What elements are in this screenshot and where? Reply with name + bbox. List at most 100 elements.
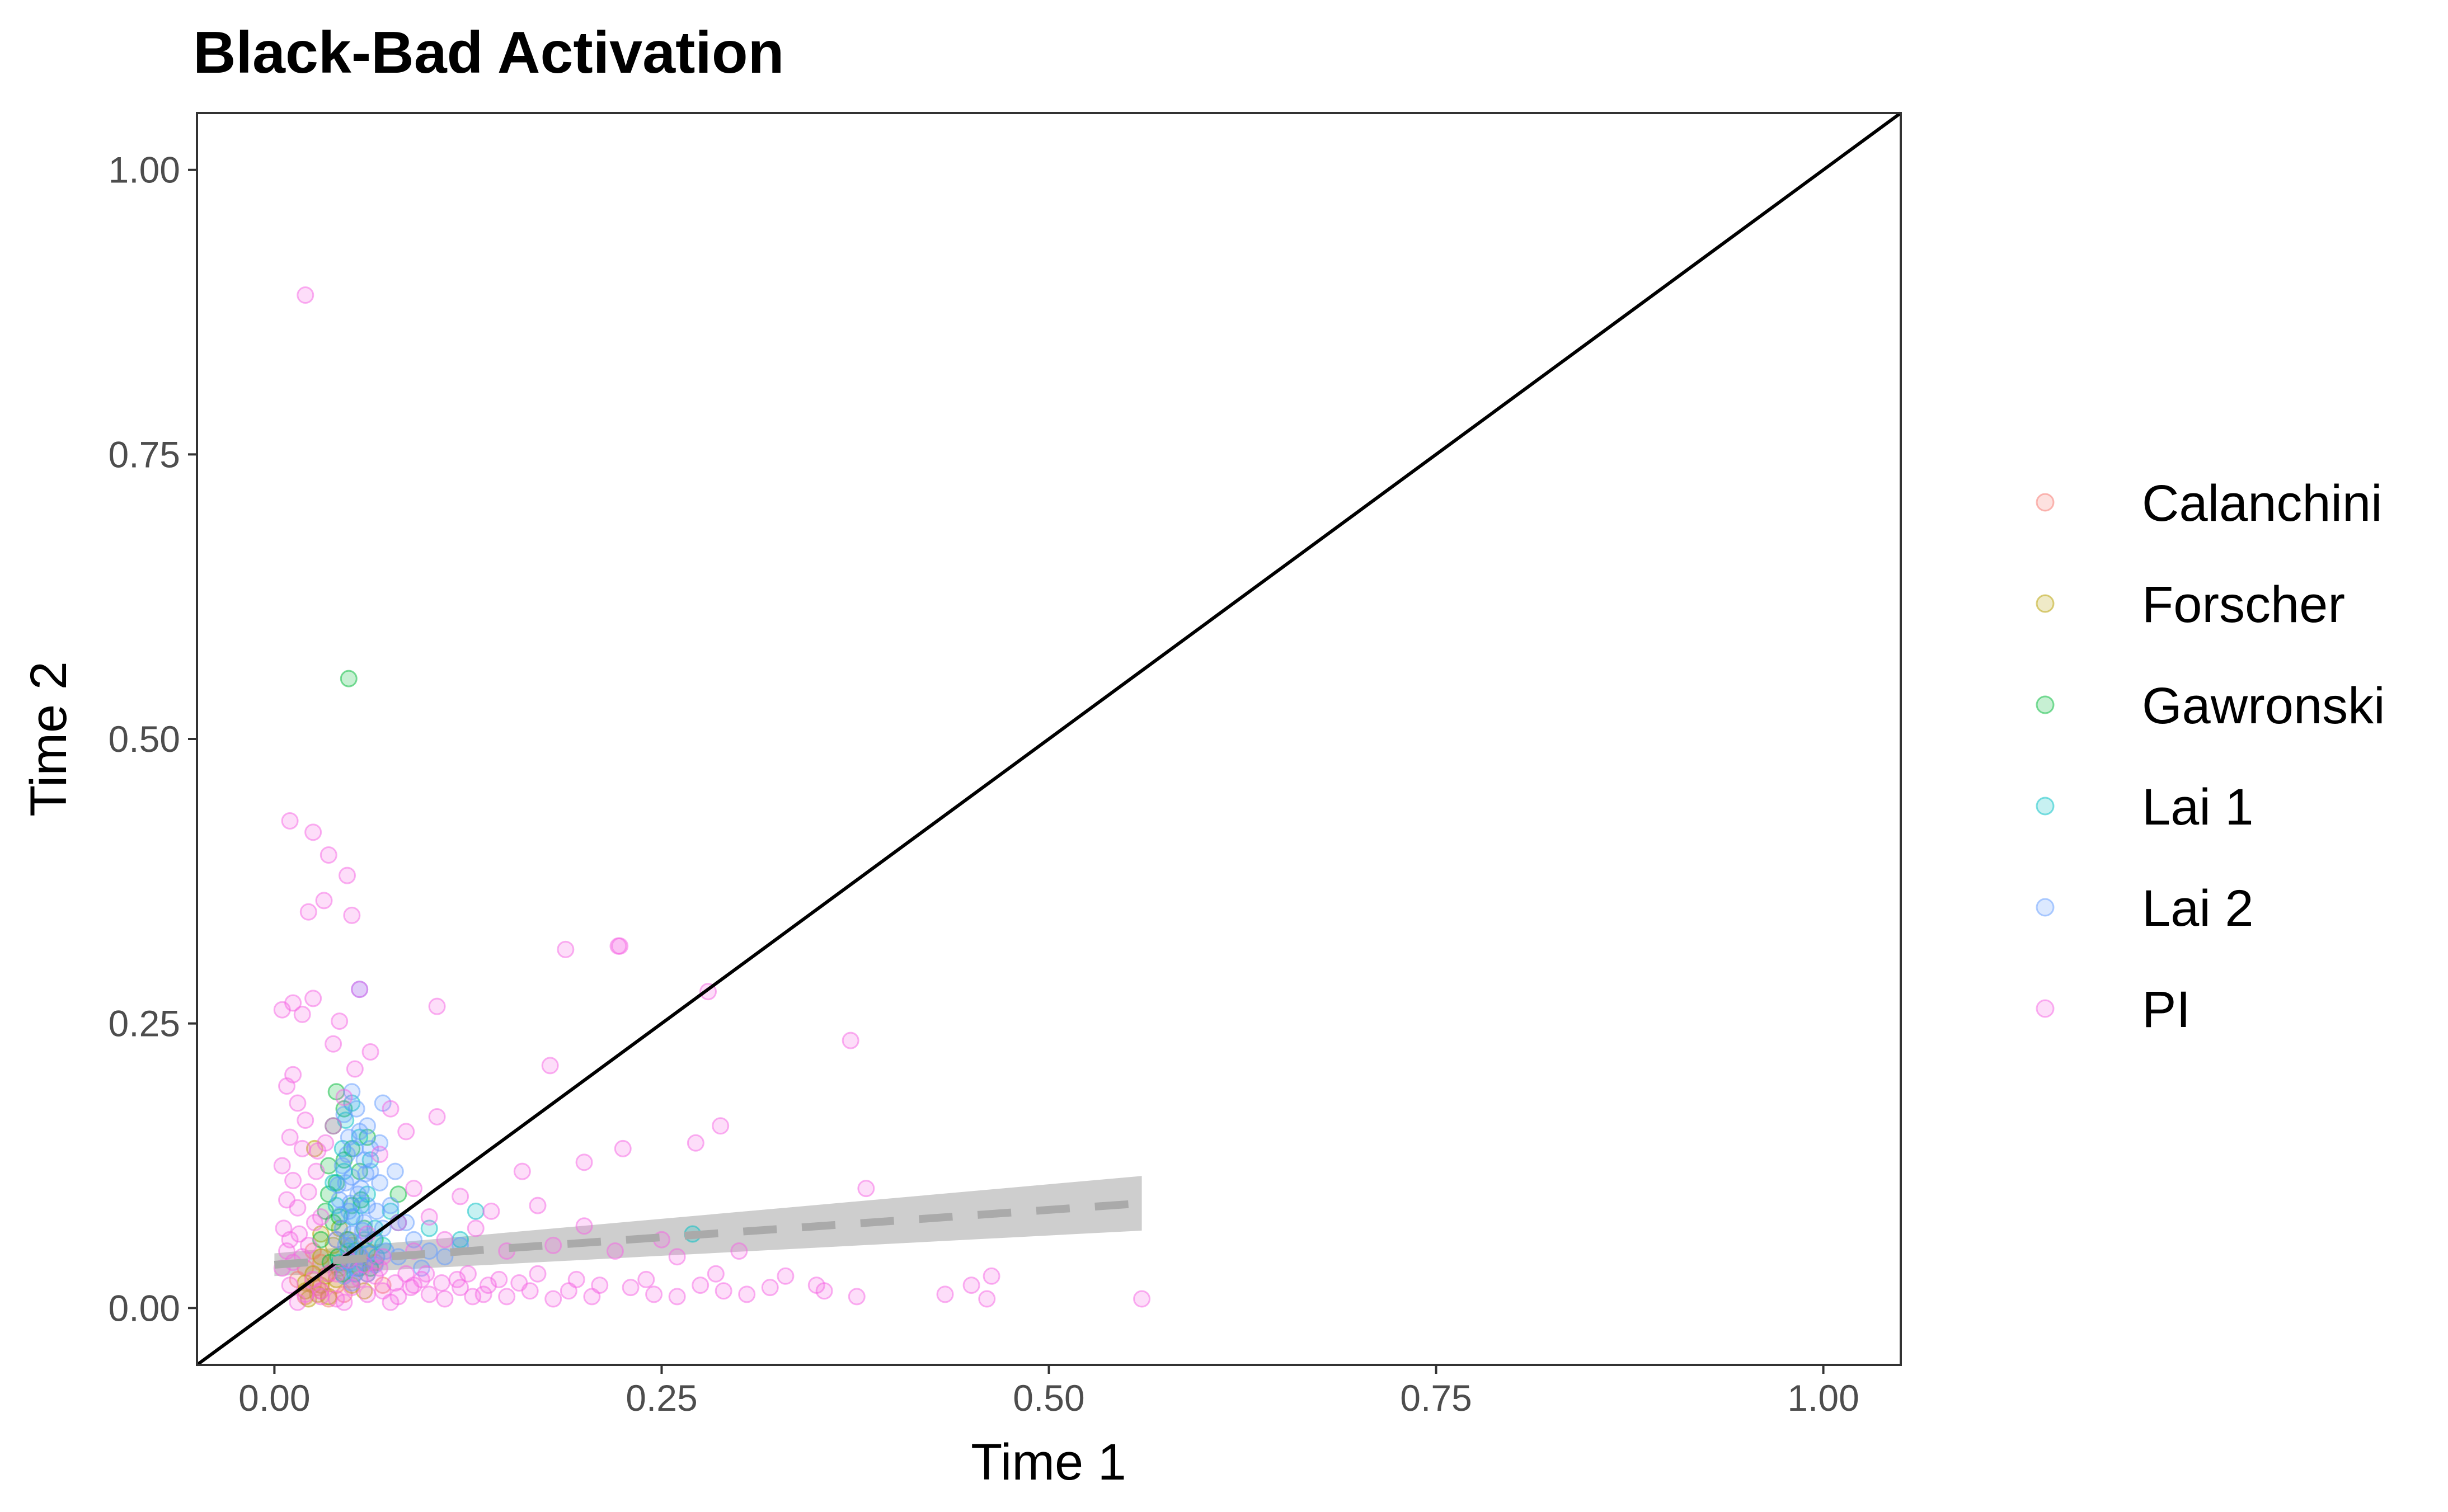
data-point-pi	[498, 1288, 516, 1306]
data-point-pi	[284, 1171, 302, 1189]
legend-key-gawronski	[2036, 695, 2055, 714]
data-point-lai-2	[339, 1146, 356, 1164]
y-tick-label: 1.00	[109, 149, 180, 191]
data-point-pi	[614, 1139, 632, 1157]
data-point-pi	[343, 906, 361, 924]
data-point-pi	[622, 1279, 640, 1297]
data-point-pi	[544, 1290, 562, 1308]
data-point-pi	[978, 1290, 996, 1308]
data-point-pi	[777, 1267, 795, 1285]
data-point-pi	[315, 892, 333, 910]
data-point-pi	[848, 1288, 866, 1306]
data-point-pi	[807, 1277, 825, 1294]
data-point-pi	[371, 1259, 389, 1277]
data-point-pi	[428, 1108, 446, 1125]
legend-key-forscher	[2036, 594, 2055, 613]
y-axis-title: Time 2	[20, 661, 77, 817]
legend-key-calanchini	[2036, 493, 2055, 512]
data-point-pi	[983, 1267, 1000, 1285]
data-point-pi	[359, 1285, 376, 1303]
data-point-pi	[307, 1162, 325, 1180]
data-point-pi	[325, 1117, 342, 1135]
data-point-pi	[281, 1277, 299, 1294]
data-point-pi	[936, 1285, 954, 1303]
data-point-lai-2	[436, 1248, 454, 1266]
data-point-pi	[289, 1199, 307, 1217]
data-point-pi	[405, 1180, 423, 1198]
data-point-pi	[448, 1270, 466, 1288]
y-axis: 0.00 0.25 0.50 0.75 1.00	[109, 149, 197, 1329]
data-point-pi	[297, 1111, 314, 1129]
data-point-pi	[464, 1288, 482, 1306]
data-point-pi	[351, 981, 369, 998]
data-point-pi	[668, 1248, 686, 1266]
legend-label-gawronski: Gawronski	[2142, 677, 2385, 734]
data-point-pi	[293, 1139, 311, 1157]
y-tick-label: 0.25	[109, 1003, 180, 1044]
data-point-pi	[761, 1279, 779, 1297]
data-point-pi	[371, 1146, 389, 1164]
data-point-pi	[479, 1277, 497, 1294]
data-point-pi	[299, 1236, 317, 1254]
data-point-pi	[304, 823, 322, 841]
data-point-lai-2	[329, 1176, 347, 1194]
data-point-pi	[436, 1231, 454, 1249]
data-point-pi	[297, 286, 314, 304]
x-tick-label: 0.75	[1400, 1377, 1472, 1419]
data-point-pi	[293, 1005, 311, 1023]
y-tick-label: 0.00	[109, 1287, 180, 1329]
legend-key-pi	[2036, 999, 2055, 1018]
data-point-pi	[433, 1274, 450, 1292]
data-point-pi	[529, 1197, 547, 1214]
data-points-layer	[273, 286, 1151, 1311]
data-point-pi	[319, 846, 337, 864]
data-point-pi	[962, 1277, 980, 1294]
data-point-pi	[382, 1293, 400, 1311]
data-point-pi	[289, 1094, 307, 1112]
identity-line	[196, 111, 1902, 1367]
data-point-lai-1	[467, 1202, 485, 1220]
y-tick-label: 0.50	[109, 718, 180, 760]
data-point-pi	[738, 1285, 756, 1303]
legend-key-lai-2	[2036, 898, 2055, 917]
lines-layer	[196, 111, 1902, 1367]
data-point-pi	[692, 1277, 710, 1294]
data-point-pi	[386, 1274, 404, 1292]
data-point-pi	[289, 1293, 307, 1311]
data-point-pi	[637, 1270, 655, 1288]
data-point-pi	[557, 940, 575, 958]
data-point-pi	[382, 1100, 400, 1118]
chart-title: Black-Bad Activation	[193, 20, 784, 86]
data-point-pi	[712, 1117, 730, 1135]
y-tick-label: 0.75	[109, 434, 180, 475]
legend-label-forscher: Forscher	[2142, 576, 2345, 633]
data-point-pi	[645, 1285, 663, 1303]
data-point-pi	[707, 1265, 725, 1283]
data-point-pi	[275, 1219, 293, 1237]
data-point-pi	[482, 1202, 500, 1220]
data-point-pi	[420, 1208, 438, 1226]
data-point-pi	[299, 903, 317, 921]
data-point-lai-2	[359, 1197, 376, 1214]
data-point-pi	[317, 1134, 335, 1152]
data-point-pi	[575, 1217, 593, 1235]
data-point-pi	[420, 1285, 438, 1303]
data-point-pi	[687, 1134, 704, 1152]
x-axis-title: Time 1	[971, 1434, 1126, 1491]
data-point-pi	[273, 1157, 291, 1175]
data-point-pi	[857, 1180, 875, 1198]
data-point-pi	[346, 1060, 364, 1078]
x-tick-label: 0.00	[238, 1377, 310, 1419]
data-point-pi	[436, 1290, 454, 1308]
legend: Calanchini Forscher Gawronski Lai 1 Lai 2 PI	[2036, 475, 2385, 1038]
data-point-pi	[331, 1012, 349, 1030]
data-point-pi	[842, 1031, 859, 1049]
data-point-pi	[541, 1057, 559, 1075]
data-point-pi	[361, 1043, 379, 1061]
data-point-pi	[428, 997, 446, 1015]
data-point-pi	[278, 1077, 296, 1095]
data-point-pi	[467, 1219, 485, 1237]
data-point-pi	[417, 1265, 435, 1283]
x-tick-label: 0.50	[1013, 1377, 1084, 1419]
